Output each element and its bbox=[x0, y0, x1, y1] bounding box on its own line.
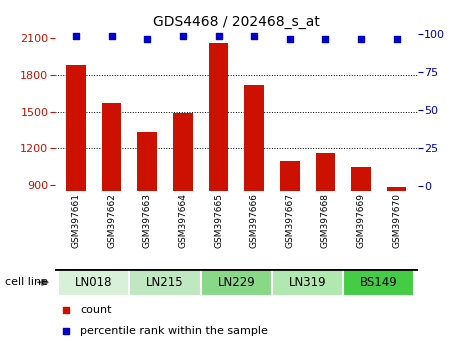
Text: LN229: LN229 bbox=[218, 276, 255, 289]
Text: GSM397662: GSM397662 bbox=[107, 194, 116, 249]
Bar bbox=[201, 269, 272, 296]
Point bbox=[179, 33, 187, 39]
Bar bbox=[343, 269, 414, 296]
Point bbox=[108, 33, 115, 39]
Bar bbox=[137, 132, 157, 191]
Point bbox=[215, 33, 222, 39]
Text: GSM397666: GSM397666 bbox=[250, 194, 258, 249]
Point bbox=[286, 36, 294, 41]
Point bbox=[393, 36, 400, 41]
Text: count: count bbox=[80, 305, 112, 315]
Text: GSM397664: GSM397664 bbox=[179, 194, 187, 249]
Bar bbox=[387, 188, 407, 191]
Point bbox=[72, 33, 80, 39]
Bar bbox=[280, 160, 300, 191]
Point bbox=[322, 36, 329, 41]
Text: LN018: LN018 bbox=[75, 276, 113, 289]
Bar bbox=[244, 85, 264, 191]
Bar bbox=[102, 103, 122, 191]
Text: GSM397667: GSM397667 bbox=[285, 194, 294, 249]
Text: GSM397661: GSM397661 bbox=[72, 194, 80, 249]
Point bbox=[250, 33, 258, 39]
Text: LN319: LN319 bbox=[289, 276, 326, 289]
Text: GSM397668: GSM397668 bbox=[321, 194, 330, 249]
Bar bbox=[129, 269, 200, 296]
Bar bbox=[209, 43, 228, 191]
Bar bbox=[58, 269, 129, 296]
Text: GSM397663: GSM397663 bbox=[143, 194, 152, 249]
Point bbox=[357, 36, 365, 41]
Text: GSM397665: GSM397665 bbox=[214, 194, 223, 249]
Bar bbox=[173, 113, 193, 191]
Point bbox=[62, 328, 69, 334]
Text: GSM397669: GSM397669 bbox=[357, 194, 365, 249]
Point bbox=[143, 36, 151, 41]
Point bbox=[62, 307, 69, 313]
Text: BS149: BS149 bbox=[360, 276, 398, 289]
Text: LN215: LN215 bbox=[146, 276, 184, 289]
Text: GSM397670: GSM397670 bbox=[392, 194, 401, 249]
Bar bbox=[272, 269, 343, 296]
Bar bbox=[315, 153, 335, 191]
Bar bbox=[351, 167, 371, 191]
Bar bbox=[66, 65, 86, 191]
Text: percentile rank within the sample: percentile rank within the sample bbox=[80, 326, 268, 336]
Text: cell line: cell line bbox=[5, 277, 48, 287]
Title: GDS4468 / 202468_s_at: GDS4468 / 202468_s_at bbox=[153, 16, 320, 29]
